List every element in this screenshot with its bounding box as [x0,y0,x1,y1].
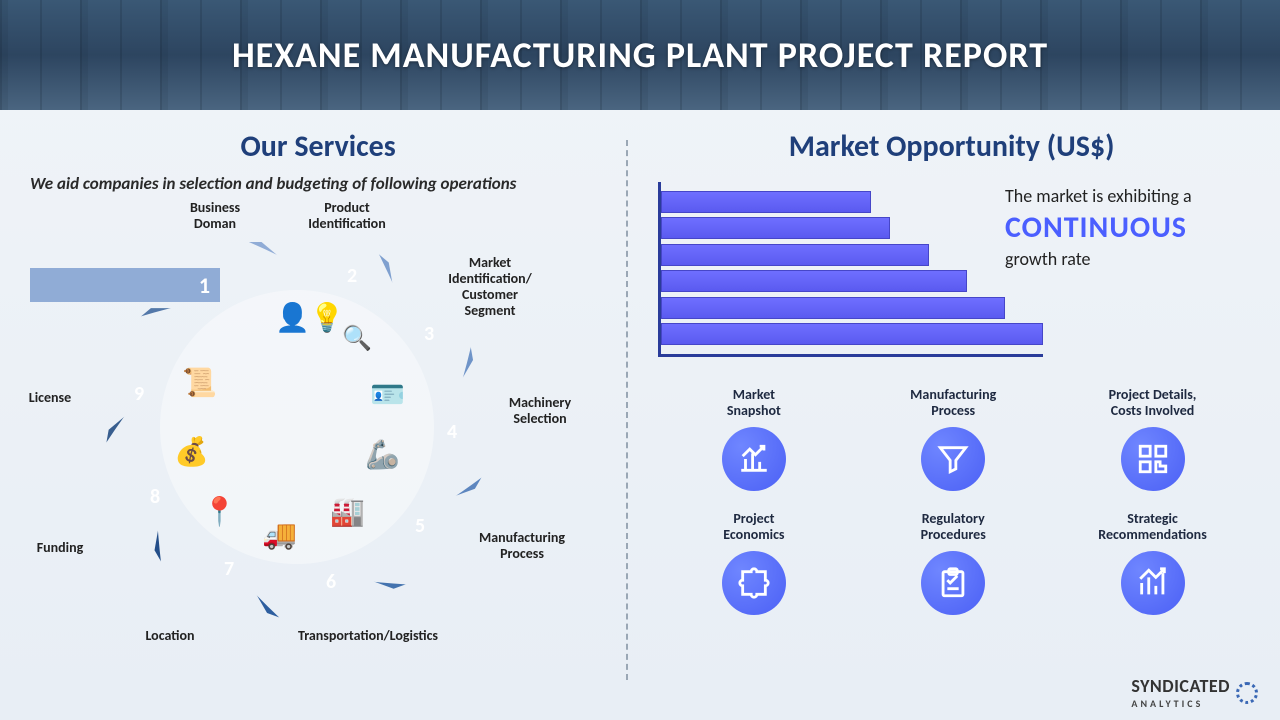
brand-sub: ANALYTICS [1131,697,1230,710]
growth-line2: growth rate [1005,248,1091,270]
wheel-label-2: Product Identification [292,200,402,232]
wheel-label-9: License [15,390,85,406]
wheel-label-7: Location [130,628,210,644]
barcode-search-icon: 🔍 [342,324,372,353]
worker-belt-icon: 🏭 [330,494,365,529]
feature-manufacturing-process: Manufacturing Process [858,385,1049,491]
bars-arrow-icon [1121,551,1185,615]
feature-label: Strategic Recommendations [1098,509,1207,543]
seg-num-3: 3 [424,322,434,346]
wheel-label-4: Machinery Selection [490,395,590,427]
feature-project-details: Project Details, Costs Involved [1057,385,1248,491]
chart-up-icon [722,427,786,491]
feature-label: Regulatory Procedures [921,509,986,543]
seg-num-9: 9 [134,382,144,406]
brand-logo: SYNDICATED ANALYTICS [1131,675,1258,710]
services-wheel-container: 1 2 3 4 5 6 7 8 9 [30,200,590,640]
market-bar-chart [658,182,1043,357]
market-title: Market Opportunity (US$) [653,128,1250,165]
robot-arm-icon: 🦾 [365,437,400,472]
feature-label: Project Economics [723,509,784,543]
certificate-icon: 📜 [182,365,217,400]
seg-num-5: 5 [415,514,425,538]
feature-label: Market Snapshot [727,385,781,419]
wheel-label-1: Business Doman [170,200,260,232]
qr-maze-icon [1121,427,1185,491]
funnel-icon [921,427,985,491]
growth-highlight: CONTINUOUS [1005,209,1260,246]
report-header: HEXANE MANUFACTURING PLANT PROJECT REPOR… [0,0,1280,110]
market-bar [661,270,967,292]
feature-label: Manufacturing Process [910,385,996,419]
feature-market-snapshot: Market Snapshot [658,385,849,491]
services-title: Our Services [30,128,606,165]
services-panel: Our Services We aid companies in selecti… [0,110,626,720]
clipboard-icon [921,551,985,615]
feature-grid: Market Snapshot Manufacturing Process Pr… [658,385,1248,615]
seg-num-7: 7 [224,557,234,581]
growth-statement: The market is exhibiting a CONTINUOUS gr… [1005,185,1260,270]
market-panel: Market Opportunity (US$) The market is e… [628,110,1280,720]
brand-name: SYNDICATED [1131,675,1230,697]
wheel-label-5: Manufacturing Process [462,530,582,562]
feature-strategic: Strategic Recommendations [1057,509,1248,615]
wheel-label-8: Funding [20,540,100,556]
seg-num-8: 8 [150,485,160,509]
growth-line1: The market is exhibiting a [1005,185,1192,207]
brand-mark-icon [1236,682,1258,704]
market-bar [661,244,928,266]
feature-regulatory: Regulatory Procedures [858,509,1049,615]
seg-num-4: 4 [447,420,457,444]
services-subtitle: We aid companies in selection and budget… [30,173,606,194]
market-bar [661,323,1043,345]
wheel-label-6: Transportation/Logistics [278,628,458,644]
truck-icon: 🚚 [262,517,297,552]
market-bar [661,191,871,213]
seg-num-2: 2 [347,264,357,288]
wheel-label-3: Market Identification/ Customer Segment [430,255,550,319]
report-title: HEXANE MANUFACTURING PLANT PROJECT REPOR… [232,33,1048,77]
feature-project-economics: Project Economics [658,509,849,615]
id-card-icon: 🪪 [370,377,405,412]
content-area: Our Services We aid companies in selecti… [0,110,1280,720]
market-bar [661,217,890,239]
lightbulb-head-icon: 👤💡 [275,300,345,335]
money-bag-icon: 💰 [174,434,209,469]
services-wheel: 2 3 4 5 6 7 8 9 👤💡 🔍 🪪 🦾 🏭 🚚 📍 💰 📜 [112,242,482,612]
seg-num-6: 6 [326,570,336,594]
map-pin-icon: 📍 [202,494,237,529]
market-bar [661,297,1005,319]
feature-label: Project Details, Costs Involved [1109,385,1197,419]
puzzle-icon [722,551,786,615]
